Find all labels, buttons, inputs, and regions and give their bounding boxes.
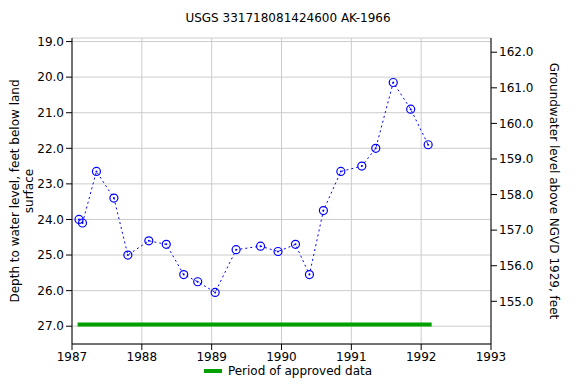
svg-text:160.0: 160.0 — [499, 117, 533, 131]
svg-text:26.0: 26.0 — [37, 284, 64, 298]
svg-text:159.0: 159.0 — [499, 152, 533, 166]
svg-text:24.0: 24.0 — [37, 213, 64, 227]
svg-text:1990: 1990 — [266, 350, 297, 364]
svg-text:1988: 1988 — [127, 350, 158, 364]
svg-text:157.0: 157.0 — [499, 223, 533, 237]
svg-text:27.0: 27.0 — [37, 319, 64, 333]
svg-text:25.0: 25.0 — [37, 248, 64, 262]
svg-text:162.0: 162.0 — [499, 45, 533, 59]
html-text:Period of approved data: Period of approved data — [227, 364, 373, 378]
svg-text:1989: 1989 — [196, 350, 227, 364]
html-text:Groundwater level above NGVD 1: Groundwater level above NGVD 1929, feet — [547, 62, 561, 320]
svg-text:22.0: 22.0 — [37, 142, 64, 156]
svg-text:161.0: 161.0 — [499, 81, 533, 95]
svg-text:1987: 1987 — [57, 350, 88, 364]
svg-text:20.0: 20.0 — [37, 70, 64, 84]
svg-text:158.0: 158.0 — [499, 188, 533, 202]
svg-text:1993: 1993 — [476, 350, 507, 364]
svg-text:155.0: 155.0 — [499, 295, 533, 309]
svg-text:23.0: 23.0 — [37, 177, 64, 191]
svg-text:21.0: 21.0 — [37, 106, 64, 120]
svg-text:1991: 1991 — [336, 350, 367, 364]
html-text:USGS 331718081424600 AK-1966: USGS 331718081424600 AK-1966 — [185, 11, 391, 25]
svg-text:1992: 1992 — [406, 350, 437, 364]
html-text:Depth to water level, feet bel: Depth to water level, feet below land su… — [8, 79, 36, 303]
svg-text:19.0: 19.0 — [37, 35, 64, 49]
svg-text:156.0: 156.0 — [499, 259, 533, 273]
